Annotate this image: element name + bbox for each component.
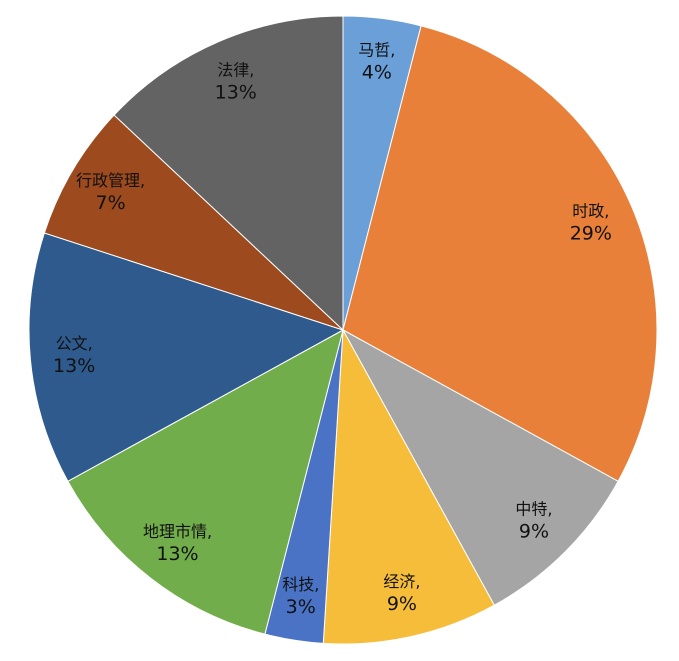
slice-value-label: 9%: [519, 520, 549, 542]
slice-category-label: 经济,: [383, 572, 420, 591]
slice-category-label: 时政,: [572, 201, 609, 220]
slice-category-label: 地理市情,: [143, 522, 212, 541]
pie-slice: [341, 328, 619, 606]
slice-value-label: 29%: [570, 222, 612, 244]
pie-slice: [342, 25, 658, 482]
slice-value-label: 3%: [286, 596, 316, 618]
slice-category-label: 科技,: [282, 575, 319, 594]
pie-slice: [113, 15, 344, 332]
slice-category-label: 马哲,: [358, 41, 395, 60]
pie-slice: [28, 232, 345, 482]
pie-slice: [322, 328, 495, 645]
slice-category-label: 公文,: [56, 334, 93, 353]
pie-slice: [43, 114, 344, 331]
slice-value-label: 13%: [156, 543, 198, 565]
slice-value-label: 7%: [95, 192, 125, 214]
slice-category-label: 行政管理,: [76, 171, 145, 190]
slice-value-label: 13%: [53, 355, 95, 377]
slice-value-label: 9%: [387, 593, 417, 615]
slice-category-label: 法律,: [217, 61, 254, 80]
pie-slice: [67, 329, 344, 635]
slice-value-label: 13%: [215, 82, 257, 104]
slice-category-label: 中特,: [515, 499, 552, 518]
slice-value-label: 4%: [362, 62, 392, 84]
